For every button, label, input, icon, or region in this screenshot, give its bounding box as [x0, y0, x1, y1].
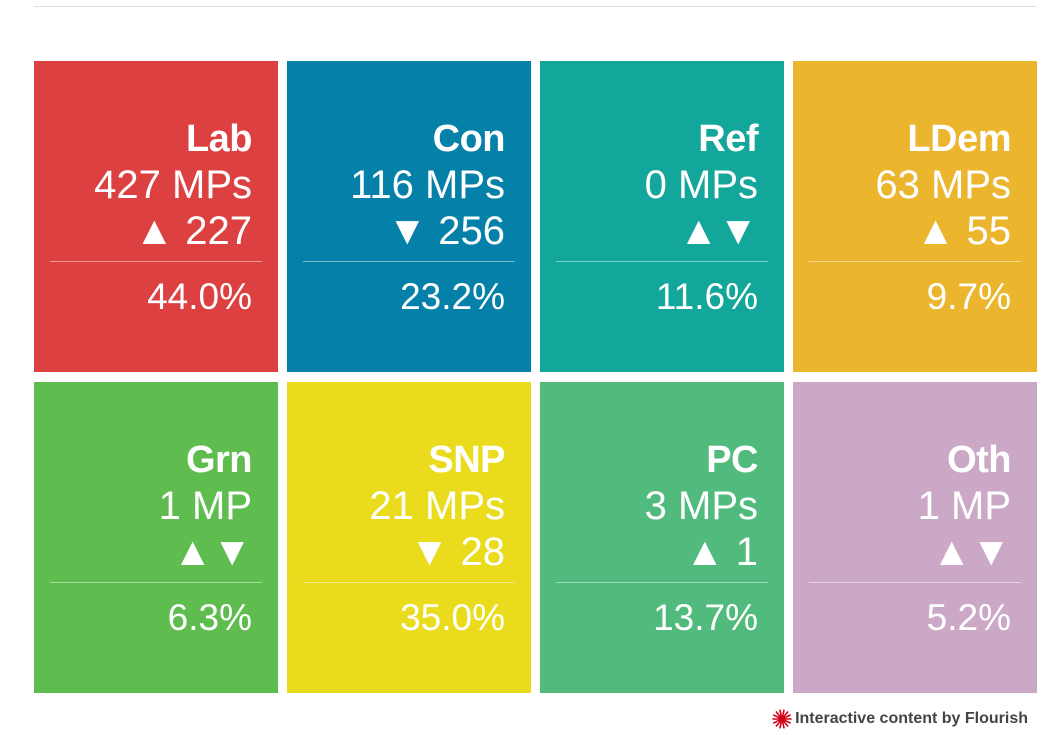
vote-share: 44.0% — [147, 276, 252, 317]
party-seats: 3 MPs — [644, 484, 758, 528]
party-seats: 21 MPs — [369, 484, 505, 528]
party-results-grid: Lab 427 MPs ▲ 227 44.0% Con 116 MPs ▼ 25… — [34, 61, 1037, 693]
seat-change: ▲▼ — [172, 530, 252, 574]
party-seats: 63 MPs — [875, 163, 1011, 207]
flourish-credit-text: Interactive content by Flourish — [795, 710, 1028, 727]
party-seats: 427 MPs — [94, 163, 252, 207]
vote-share: 5.2% — [926, 597, 1011, 638]
party-card-ref[interactable]: Ref 0 MPs ▲▼ 11.6% — [540, 61, 784, 372]
seat-change: ▲ 55 — [915, 209, 1011, 253]
party-card-pc[interactable]: PC 3 MPs ▲ 1 13.7% — [540, 382, 784, 693]
top-divider — [34, 6, 1036, 7]
party-name: LDem — [907, 118, 1011, 160]
party-name: PC — [706, 439, 758, 481]
seat-change: ▼ 256 — [387, 209, 505, 253]
vote-share: 9.7% — [926, 276, 1011, 317]
party-card-lab[interactable]: Lab 427 MPs ▲ 227 44.0% — [34, 61, 278, 372]
party-seats: 1 MP — [917, 484, 1011, 528]
party-name: Ref — [698, 118, 758, 160]
flourish-credit-link[interactable]: Interactive content by Flourish — [772, 709, 1028, 729]
party-name: SNP — [428, 439, 505, 481]
party-card-grn[interactable]: Grn 1 MP ▲▼ 6.3% — [34, 382, 278, 693]
seat-change: ▲ 1 — [685, 530, 758, 574]
seat-change: ▲ 227 — [134, 209, 252, 253]
seat-change: ▼ 28 — [409, 530, 505, 574]
vote-share: 11.6% — [655, 276, 758, 317]
party-seats: 1 MP — [158, 484, 252, 528]
party-card-oth[interactable]: Oth 1 MP ▲▼ 5.2% — [793, 382, 1037, 693]
card-divider — [556, 261, 768, 262]
seat-change: ▲▼ — [678, 209, 758, 253]
card-divider — [556, 582, 768, 583]
party-card-ldem[interactable]: LDem 63 MPs ▲ 55 9.7% — [793, 61, 1037, 372]
vote-share: 35.0% — [400, 597, 505, 638]
party-seats: 116 MPs — [350, 163, 505, 207]
card-divider — [50, 261, 262, 262]
flourish-logo-icon — [772, 709, 792, 729]
card-divider — [809, 582, 1021, 583]
party-card-con[interactable]: Con 116 MPs ▼ 256 23.2% — [287, 61, 531, 372]
party-name: Grn — [185, 439, 253, 481]
card-divider — [303, 582, 515, 583]
party-name: Con — [432, 118, 506, 160]
card-divider — [303, 261, 515, 262]
party-seats: 0 MPs — [644, 163, 758, 207]
vote-share: 23.2% — [400, 276, 505, 317]
party-name: Lab — [185, 118, 253, 160]
seat-change: ▲▼ — [931, 530, 1011, 574]
card-divider — [809, 261, 1021, 262]
party-card-snp[interactable]: SNP 21 MPs ▼ 28 35.0% — [287, 382, 531, 693]
card-divider — [50, 582, 262, 583]
vote-share: 6.3% — [167, 597, 252, 638]
party-name: Oth — [947, 439, 1011, 481]
vote-share: 13.7% — [653, 597, 758, 638]
